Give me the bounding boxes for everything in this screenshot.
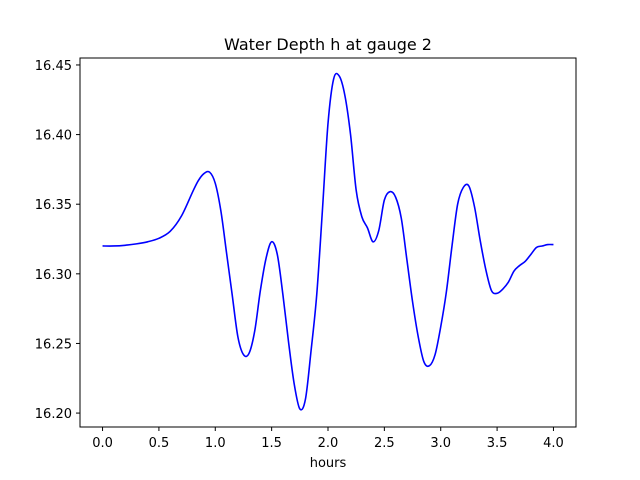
x-axis-label: hours [310, 456, 347, 471]
x-tick-label: 4.0 [543, 436, 564, 451]
x-tick-label: 2.0 [318, 436, 339, 451]
chart-title: Water Depth h at gauge 2 [224, 35, 432, 54]
y-axis-ticks: 16.20 16.25 16.30 16.35 16.40 16.45 [35, 59, 80, 422]
x-tick-label: 1.5 [261, 436, 282, 451]
y-tick-label: 16.30 [35, 268, 72, 283]
x-tick-label: 0.5 [149, 436, 170, 451]
x-tick-label: 3.0 [430, 436, 451, 451]
x-tick-label: 0.0 [92, 436, 113, 451]
x-axis-ticks: 0.0 0.5 1.0 1.5 2.0 2.5 3.0 3.5 4.0 [92, 427, 564, 451]
x-tick-label: 1.0 [205, 436, 226, 451]
series-layer [102, 72, 554, 411]
y-tick-label: 16.45 [35, 59, 72, 74]
x-tick-label: 3.5 [487, 436, 508, 451]
y-tick-label: 16.40 [35, 129, 72, 144]
y-tick-label: 16.20 [35, 407, 72, 422]
x-tick-label: 2.5 [374, 436, 395, 451]
y-tick-label: 16.25 [35, 337, 72, 352]
y-tick-label: 16.35 [35, 198, 72, 213]
series-line [102, 72, 554, 411]
